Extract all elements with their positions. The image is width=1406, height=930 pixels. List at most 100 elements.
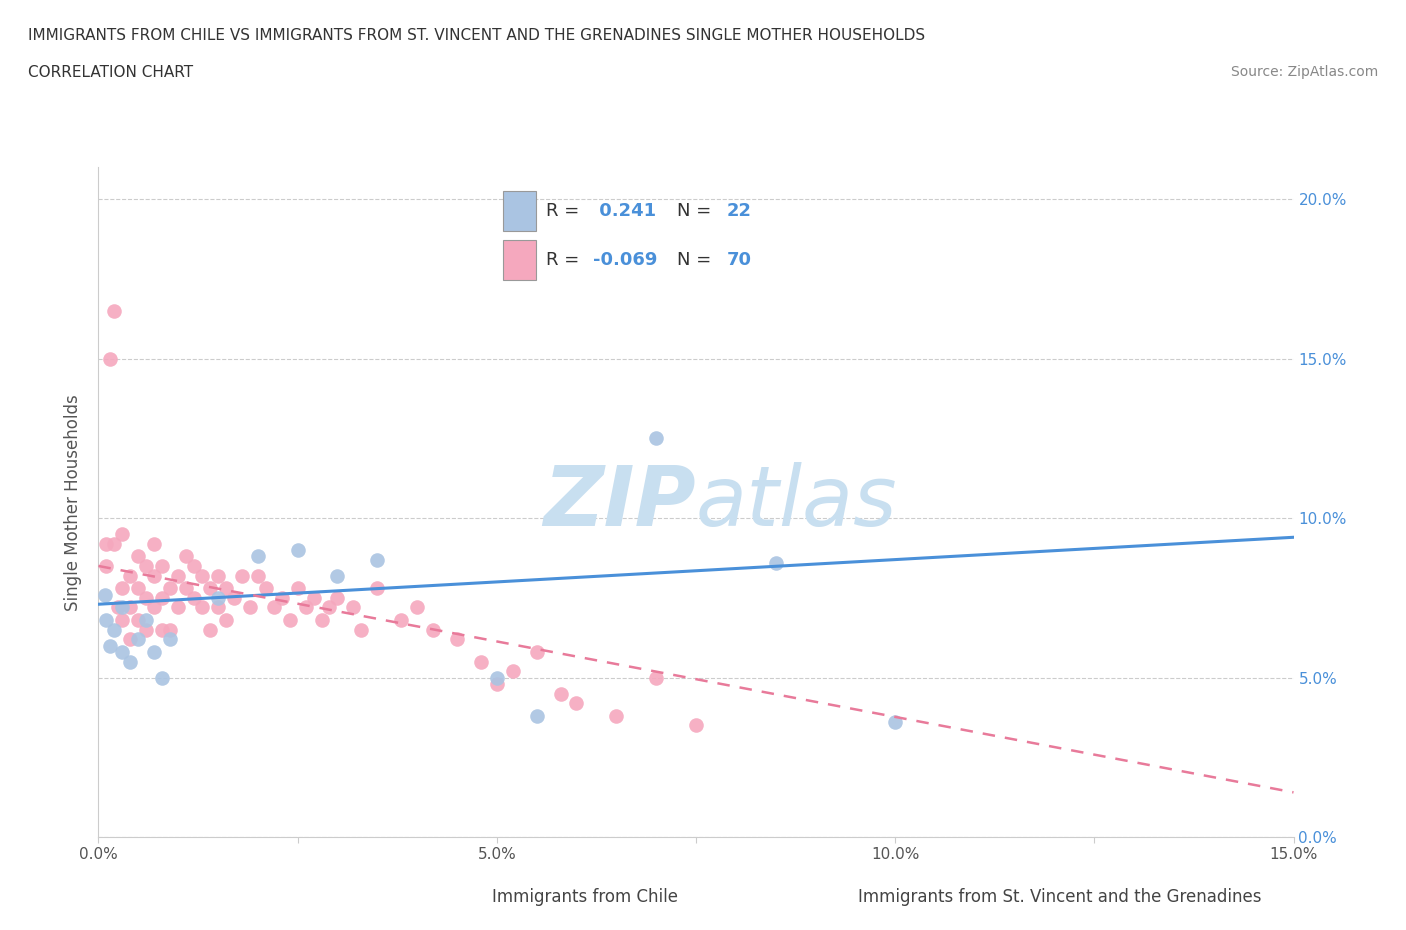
Point <box>111 613 134 628</box>
Text: CORRELATION CHART: CORRELATION CHART <box>28 65 193 80</box>
Text: N =: N = <box>676 202 717 220</box>
Point <box>246 568 269 583</box>
Y-axis label: Single Mother Households: Single Mother Households <box>65 393 83 611</box>
Point <box>366 581 388 596</box>
Text: Source: ZipAtlas.com: Source: ZipAtlas.com <box>1230 65 1378 79</box>
Point <box>159 631 181 646</box>
Point <box>215 581 238 596</box>
Text: 22: 22 <box>727 202 752 220</box>
Point <box>143 568 166 583</box>
Point <box>96 559 118 574</box>
Point <box>422 622 444 637</box>
Point <box>685 718 707 733</box>
Point <box>120 654 142 669</box>
Point <box>111 526 134 541</box>
Point <box>302 591 325 605</box>
Text: N =: N = <box>676 251 717 269</box>
Point <box>485 671 508 685</box>
Point <box>96 537 118 551</box>
Point <box>107 600 129 615</box>
Point <box>183 591 205 605</box>
Point <box>326 591 349 605</box>
Point <box>765 555 787 570</box>
Point <box>127 613 149 628</box>
Point <box>103 622 125 637</box>
Point <box>135 622 157 637</box>
Point <box>318 600 340 615</box>
Point <box>605 709 627 724</box>
Point <box>278 613 301 628</box>
Point <box>342 600 364 615</box>
Point <box>207 568 229 583</box>
Point <box>884 715 907 730</box>
Point <box>485 676 508 691</box>
Point <box>159 581 181 596</box>
Point <box>135 559 157 574</box>
Point <box>645 431 668 445</box>
Point <box>470 654 492 669</box>
Point <box>127 549 149 564</box>
Point <box>103 303 125 318</box>
Text: Immigrants from St. Vincent and the Grenadines: Immigrants from St. Vincent and the Gren… <box>858 888 1261 907</box>
Text: atlas: atlas <box>696 461 897 543</box>
Point <box>94 587 117 602</box>
Point <box>150 671 173 685</box>
Point <box>111 644 134 659</box>
Point <box>183 559 205 574</box>
Point <box>526 644 548 659</box>
Point <box>127 631 149 646</box>
Point <box>270 591 292 605</box>
Point <box>246 549 269 564</box>
Point <box>446 631 468 646</box>
Point <box>143 600 166 615</box>
Text: ZIP: ZIP <box>543 461 696 543</box>
Point <box>502 664 524 679</box>
Point <box>191 600 214 615</box>
Point <box>100 638 122 653</box>
Point <box>100 352 122 366</box>
Text: 0.241: 0.241 <box>593 202 657 220</box>
Text: -0.069: -0.069 <box>593 251 658 269</box>
Point <box>174 581 197 596</box>
Point <box>111 581 134 596</box>
Point <box>645 671 668 685</box>
Point <box>287 581 309 596</box>
Point <box>215 613 238 628</box>
Text: R =: R = <box>547 251 585 269</box>
Point <box>127 581 149 596</box>
Point <box>198 622 221 637</box>
Point <box>389 613 412 628</box>
Point <box>239 600 262 615</box>
Point <box>550 686 572 701</box>
Point <box>174 549 197 564</box>
Point <box>167 568 190 583</box>
Point <box>526 709 548 724</box>
Point <box>143 537 166 551</box>
Point <box>135 591 157 605</box>
Point <box>143 644 166 659</box>
Point <box>326 568 349 583</box>
Point <box>198 581 221 596</box>
Point <box>150 559 173 574</box>
Point <box>222 591 245 605</box>
Point <box>254 581 277 596</box>
Point <box>294 600 316 615</box>
Point <box>366 552 388 567</box>
Point <box>150 622 173 637</box>
Point <box>150 591 173 605</box>
Point <box>350 622 373 637</box>
Bar <box>503 240 536 280</box>
Point <box>120 631 142 646</box>
Point <box>207 600 229 615</box>
Point <box>167 600 190 615</box>
Point <box>263 600 285 615</box>
Bar <box>503 192 536 231</box>
Point <box>159 622 181 637</box>
Text: R =: R = <box>547 202 585 220</box>
Point <box>111 600 134 615</box>
Point <box>120 568 142 583</box>
Point <box>565 696 588 711</box>
Point <box>96 613 118 628</box>
Point <box>231 568 253 583</box>
Point <box>103 537 125 551</box>
